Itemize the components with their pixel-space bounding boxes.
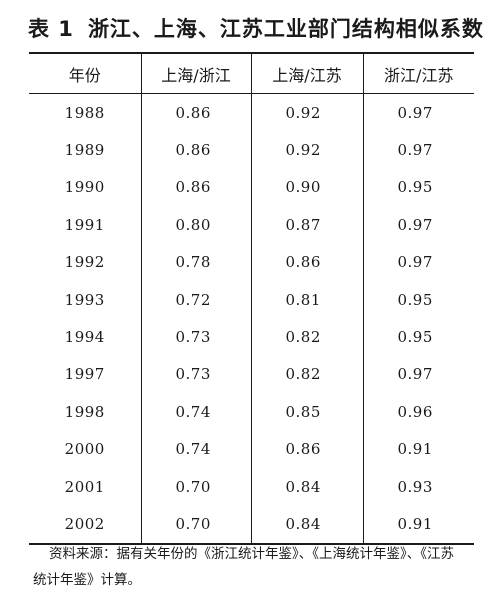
cell-shanghai-jiangsu: 0.86: [250, 430, 363, 468]
cell-zhejiang-jiangsu: 0.95: [362, 168, 474, 207]
cell-shanghai-zhejiang: 0.86: [140, 93, 251, 132]
cell-shanghai-zhejiang: 0.73: [140, 318, 251, 356]
cell-shanghai-jiangsu: 0.87: [250, 206, 363, 244]
cell-year: 1990: [64, 178, 105, 197]
source-note: 资料来源：据有关年份的《浙江统计年鉴》、《上海统计年鉴》、《江苏统计年鉴》计算。: [33, 546, 454, 588]
table-body: 1988 0.86 0.92 0.97 1989 0.86 0.92 0.97 1990 0.86…: [29, 93, 474, 546]
table-row: 1997 0.73 0.82 0.97: [29, 355, 474, 394]
table-row: 1998 0.74 0.85 0.96: [29, 393, 474, 431]
cell-shanghai-jiangsu: 0.81: [250, 280, 363, 319]
cell-year: 2001: [64, 477, 105, 496]
cell-year: 1997: [64, 365, 105, 384]
cell-shanghai-zhejiang: 0.78: [140, 243, 251, 281]
cell-shanghai-jiangsu: 0.82: [250, 355, 363, 394]
cell-shanghai-zhejiang: 0.70: [140, 505, 251, 546]
cell-year: 1988: [64, 103, 105, 122]
cell-shanghai-jiangsu: 0.84: [250, 467, 363, 506]
cell-shanghai-zhejiang: 0.72: [140, 280, 251, 319]
table-row: 1993 0.72 0.81 0.95: [29, 280, 474, 319]
cell-zhejiang-jiangsu: 0.95: [362, 318, 474, 356]
table-number: 表 1: [28, 17, 74, 41]
cell-shanghai-jiangsu: 0.90: [250, 168, 363, 207]
cell-shanghai-jiangsu: 0.85: [250, 393, 363, 431]
similarity-table: 年份 上海/浙江 上海/江苏 浙江/江苏 1988 0.86 0.92 0.97 198…: [29, 52, 474, 546]
cell-zhejiang-jiangsu: 0.91: [362, 505, 474, 546]
cell-shanghai-jiangsu: 0.86: [250, 243, 363, 281]
cell-shanghai-zhejiang: 0.74: [140, 393, 251, 431]
cell-shanghai-jiangsu: 0.84: [250, 505, 363, 546]
table-row: 1991 0.80 0.87 0.97: [29, 206, 474, 244]
cell-year: 1993: [64, 290, 105, 309]
cell-shanghai-zhejiang: 0.70: [140, 467, 251, 506]
cell-shanghai-zhejiang: 0.86: [140, 168, 251, 207]
cell-zhejiang-jiangsu: 0.97: [362, 243, 474, 281]
cell-zhejiang-jiangsu: 0.97: [362, 131, 474, 169]
cell-zhejiang-jiangsu: 0.97: [362, 206, 474, 244]
cell-shanghai-zhejiang: 0.80: [140, 206, 251, 244]
column-header-shanghai-jiangsu: 上海/江苏: [250, 52, 363, 94]
table-row: 1989 0.86 0.92 0.97: [29, 131, 474, 169]
cell-shanghai-zhejiang: 0.74: [140, 430, 251, 468]
table-row: 1994 0.73 0.82 0.95: [29, 318, 474, 356]
cell-year: 1992: [64, 253, 105, 272]
cell-zhejiang-jiangsu: 0.93: [362, 467, 474, 506]
cell-shanghai-jiangsu: 0.92: [250, 131, 363, 169]
cell-shanghai-zhejiang: 0.73: [140, 355, 251, 394]
table-row: 2002 0.70 0.84 0.91: [29, 505, 474, 546]
table-header-row: 年份 上海/浙江 上海/江苏 浙江/江苏: [29, 52, 474, 94]
table-title: 表 1 浙江、上海、江苏工业部门结构相似系数: [28, 14, 483, 44]
column-header-zhejiang-jiangsu: 浙江/江苏: [362, 52, 474, 94]
cell-year: 1994: [64, 328, 105, 347]
column-header-year: 年份: [29, 52, 141, 94]
cell-year: 2002: [29, 505, 141, 546]
cell-year: 1991: [64, 215, 105, 234]
cell-zhejiang-jiangsu: 0.97: [362, 93, 474, 132]
table-row: 2000 0.74 0.86 0.91: [29, 430, 474, 468]
table-row: 1988 0.86 0.92 0.97: [29, 93, 474, 132]
table-row: 1990 0.86 0.90 0.95: [29, 168, 474, 207]
cell-shanghai-jiangsu: 0.82: [250, 318, 363, 356]
table-row: 2001 0.70 0.84 0.93: [29, 467, 474, 506]
cell-shanghai-zhejiang: 0.86: [140, 131, 251, 169]
cell-year: 1998: [64, 402, 105, 421]
cell-zhejiang-jiangsu: 0.95: [362, 280, 474, 319]
cell-zhejiang-jiangsu: 0.91: [362, 430, 474, 468]
column-header-shanghai-zhejiang: 上海/浙江: [140, 52, 251, 94]
cell-year: 2000: [64, 440, 105, 459]
cell-shanghai-jiangsu: 0.92: [250, 93, 363, 132]
cell-zhejiang-jiangsu: 0.97: [362, 355, 474, 394]
table-row: 1992 0.78 0.86 0.97: [29, 243, 474, 281]
cell-year: 1989: [64, 141, 105, 160]
cell-zhejiang-jiangsu: 0.96: [362, 393, 474, 431]
table-caption: 浙江、上海、江苏工业部门结构相似系数: [87, 17, 484, 41]
